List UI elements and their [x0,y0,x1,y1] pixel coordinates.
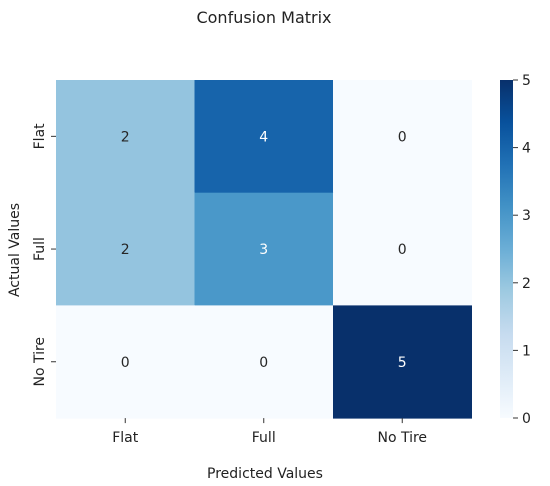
cell-value-label: 3 [259,242,268,258]
x-tick-label: Flat [112,430,139,446]
cell-value-label: 0 [259,355,268,371]
chart-title: Confusion Matrix [196,8,331,27]
cell-value-label: 0 [121,355,130,371]
cell-value-label: 4 [259,129,268,145]
x-axis-ticks: Flat Full No Tire [112,418,427,446]
heatmap-cell [333,80,472,194]
heatmap-cell [194,192,334,306]
y-tick-label: No Tire [32,337,48,387]
heatmap-cell [333,192,472,306]
heatmap-cell [194,80,334,194]
heatmap-cell [56,192,195,306]
cell-value-label: 5 [398,355,407,371]
cell-value-label: 0 [398,129,407,145]
colorbar-tick-label: 4 [522,141,531,157]
x-tick-label: Full [252,430,276,446]
heatmap-cell [194,305,334,419]
heatmap-cell [56,305,195,419]
heatmap-cell [56,80,195,194]
heatmap-grid: 2 4 0 2 3 0 0 0 5 [56,80,472,419]
colorbar-tick-label: 1 [522,343,531,359]
x-axis-label: Predicted Values [207,466,323,482]
colorbar-tick-label: 3 [522,208,531,224]
heatmap-cell [333,305,472,419]
colorbar-tick-label: 2 [522,276,531,292]
cell-value-label: 0 [398,242,407,258]
colorbar-tick-label: 0 [522,411,531,427]
y-tick-label: Full [32,237,48,261]
colorbar-ticks: 0 1 2 3 4 5 [513,73,531,427]
y-axis-label: Actual Values [7,203,23,297]
y-tick-label: Flat [32,123,48,150]
colorbar-tick-label: 5 [522,73,531,89]
cell-value-label: 2 [121,129,130,145]
colorbar [500,80,513,418]
cell-value-label: 2 [121,242,130,258]
y-axis-ticks: Flat Full No Tire [32,123,56,387]
x-tick-label: No Tire [377,430,427,446]
